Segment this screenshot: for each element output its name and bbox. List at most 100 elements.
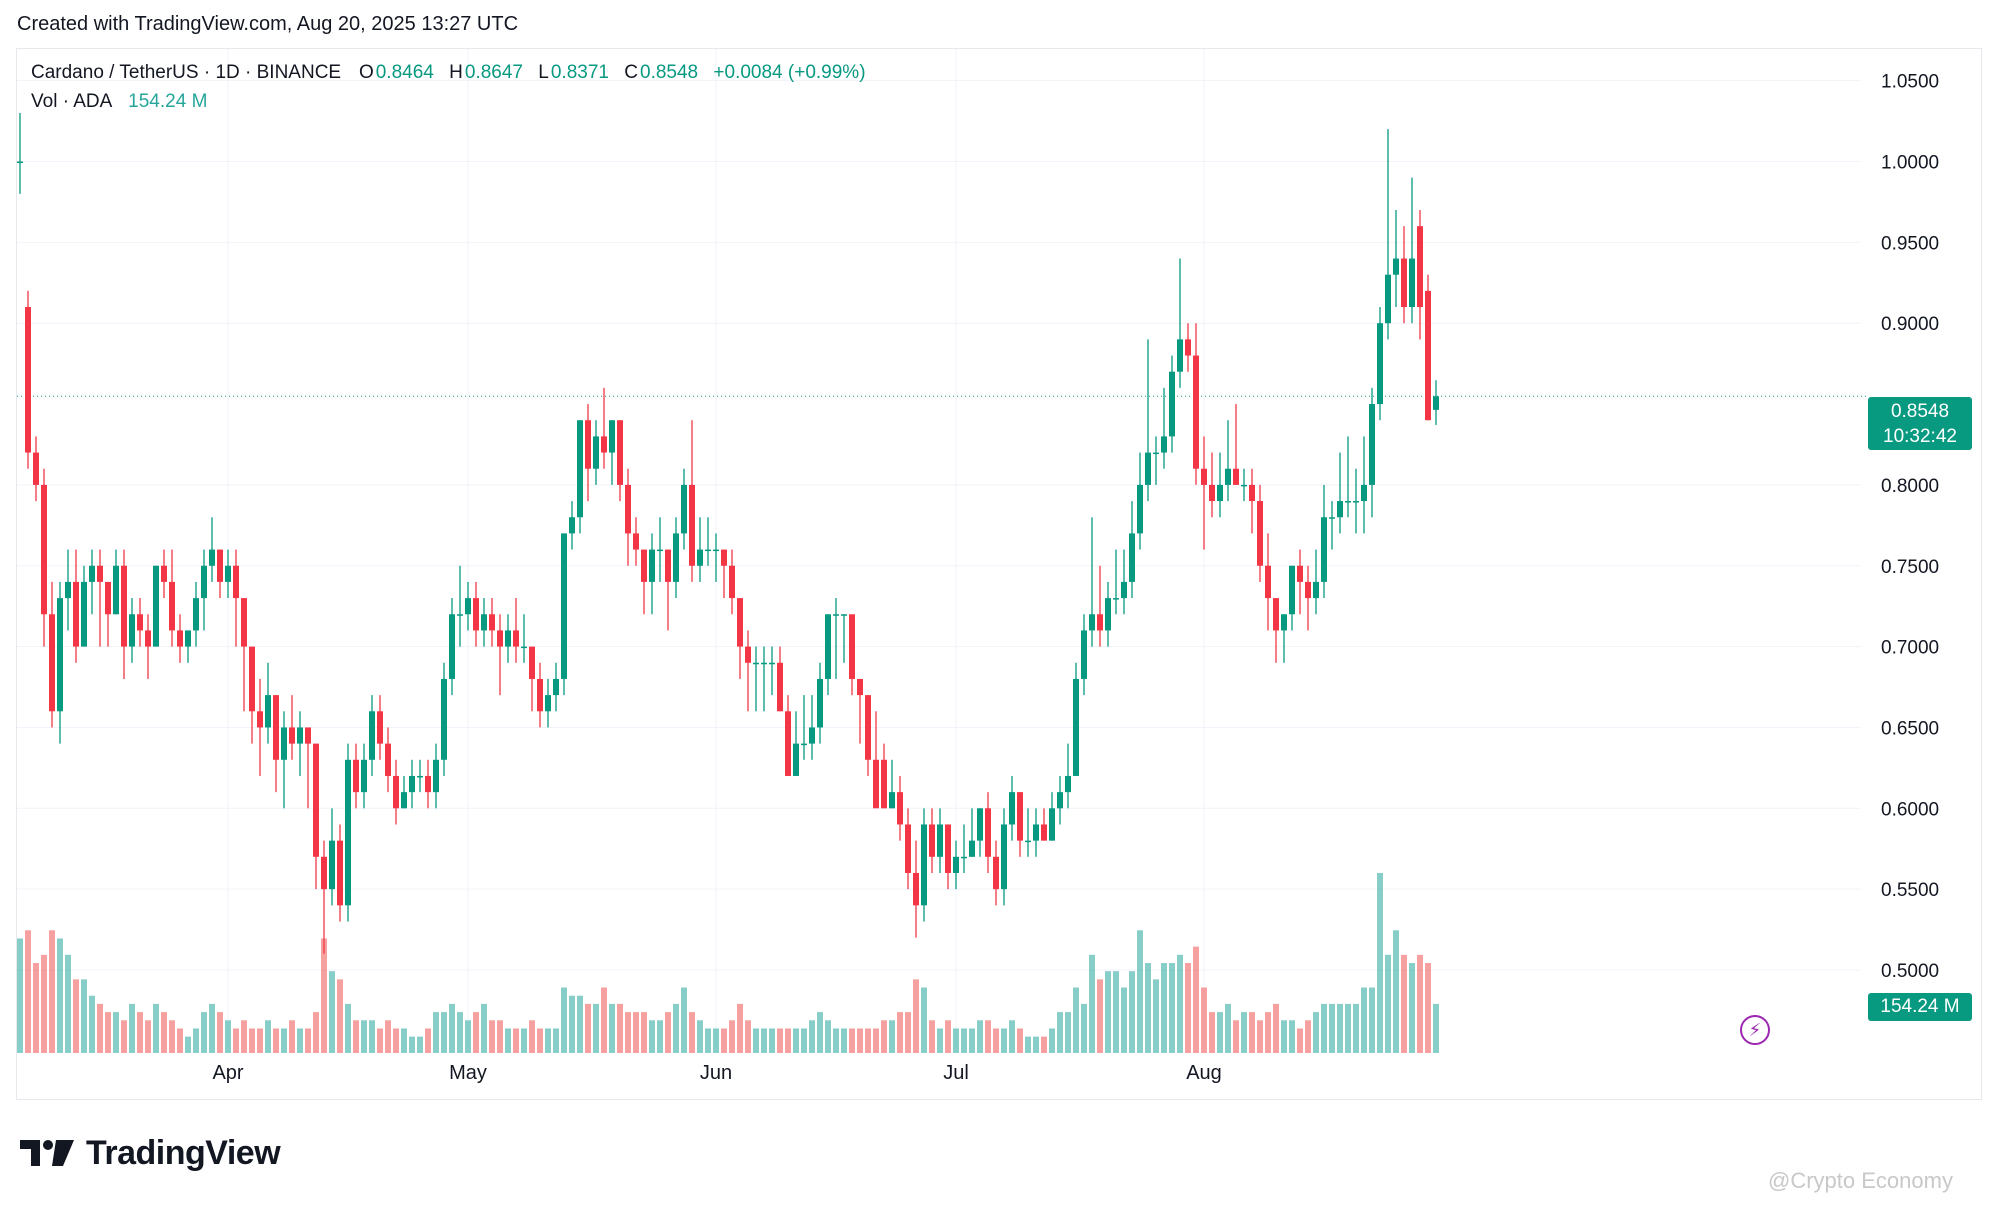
candle-body [377,711,383,744]
volume-bar [505,1028,511,1053]
volume-label[interactable]: Vol · ADA [31,91,113,112]
candle-body [113,565,119,615]
candle-body [137,614,143,631]
volume-bar [641,1012,647,1053]
candle-body [1129,533,1135,582]
candle-body [1377,323,1383,405]
candle-body [1385,274,1391,324]
volume-bar [937,1028,943,1053]
candle-body [73,581,79,647]
volume-bar [1233,1020,1239,1053]
x-tick-label: Apr [212,1062,243,1084]
volume-bar [985,1020,991,1053]
candle-body [1161,436,1167,453]
candle-body [857,678,863,696]
last-price-value: 0.8548 [1890,401,1950,422]
candle-body [873,759,879,809]
volume-bar [1025,1036,1031,1053]
candle-body [1305,581,1311,599]
candle-body [1185,339,1191,356]
volume-bar [481,1003,487,1053]
volume-bar [521,1028,527,1053]
y-tick-label: 0.5500 [1881,880,1939,901]
symbol-label[interactable]: Cardano / TetherUS · 1D · BINANCE [31,62,342,83]
candle-body [1353,501,1359,503]
candle-body [217,549,223,582]
candlestick-chart[interactable]: 1.0500 1.0000 0.9500 0.9000 0.8000 0.7500 0.70… [17,49,1983,1101]
candle-body [849,614,855,679]
lightning-icon[interactable]: ⚡ [1740,1015,1770,1045]
volume-bar [1385,954,1391,1053]
candle-body [881,759,887,809]
candle-body [129,614,135,647]
volume-bar [873,1028,879,1053]
candle-body [841,614,847,616]
volume-bar [1353,1003,1359,1053]
volume-bar [1137,930,1143,1053]
volume-bar [1057,1012,1063,1053]
candle-body [105,581,111,615]
candle-body [993,856,999,890]
chart-frame[interactable]: 1.0500 1.0000 0.9500 0.9000 0.8000 0.7500 0.70… [16,48,1982,1100]
volume-bar [977,1020,983,1053]
candle-body [369,711,375,760]
candle-body [1273,598,1279,631]
candle-body [1137,484,1143,534]
volume-bar [1033,1036,1039,1053]
last-price-tag: 0.8548 10:32:42 [1868,397,1972,450]
candle-body [753,662,759,665]
candle-body [585,420,591,469]
volume-bar [777,1028,783,1053]
volume-bar [425,1028,431,1053]
volume-bar [1425,963,1431,1053]
volume-bar [1361,987,1367,1053]
candle-body [1081,630,1087,679]
volume-bar [385,1020,391,1053]
volume-bar [1017,1028,1023,1053]
volume-bar [1201,987,1207,1053]
volume-bar [89,995,95,1053]
candle-body [193,598,199,631]
candle-body [1105,598,1111,631]
candle-body [209,549,215,566]
candle-body [297,727,303,744]
candle-body [1233,468,1239,485]
volume-bar [369,1020,375,1053]
volume-bar [569,995,575,1053]
volume-legend: Vol · ADA 154.24 M [31,91,207,113]
tradingview-logo-icon [20,1140,74,1166]
candle-body [353,759,359,793]
volume-bar [393,1028,399,1053]
candle-body [1201,468,1207,485]
candle-body [553,678,559,696]
candle-body [545,695,551,712]
candle-body [1017,792,1023,841]
candle-body [313,743,319,857]
volume-bar [513,1028,519,1053]
volume-bar [705,1028,711,1053]
volume-bar [473,1012,479,1053]
volume-bar [1065,1012,1071,1053]
volume-bar [345,1003,351,1053]
volume-bar [137,1012,143,1053]
candle-body [65,581,71,599]
volume-bar [1345,1003,1351,1053]
volume-bar [681,987,687,1053]
volume-bar [673,1003,679,1053]
volume-bar [65,954,71,1053]
candle-body [1097,614,1103,631]
candle-body [329,840,335,890]
candle-body [169,581,175,631]
volume-bar [585,1003,591,1053]
candle-body [1257,501,1263,566]
volume-bar [849,1028,855,1053]
candle-body [617,420,623,485]
volume-bar [177,1028,183,1053]
volume-bar [353,1020,359,1053]
volume-bar [361,1020,367,1053]
y-tick-label: 0.9000 [1881,314,1939,335]
candle-body [1041,824,1047,841]
volume-bar [713,1028,719,1053]
candle-body [793,743,799,776]
candle-body [561,533,567,679]
